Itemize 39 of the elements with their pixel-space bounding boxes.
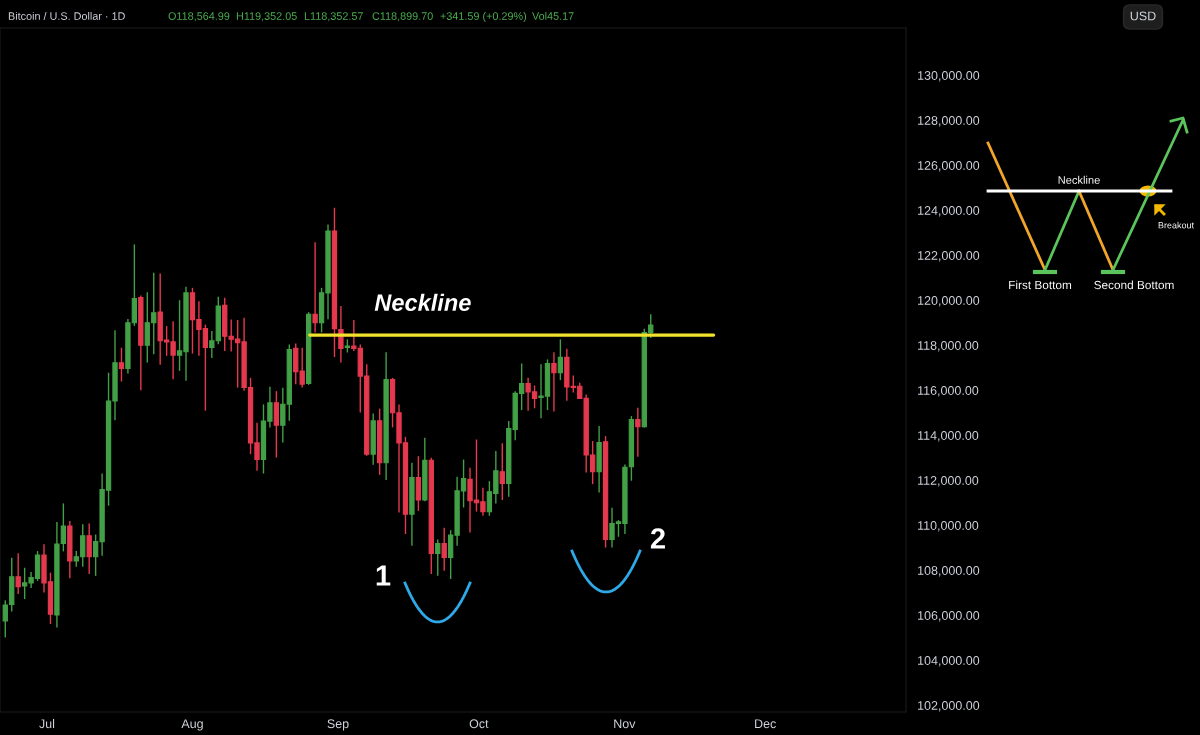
y-tick-label: 118,000.00 [918, 341, 979, 352]
y-tick-label: 122,000.00 [918, 251, 980, 262]
text: USD [1130, 11, 1156, 21]
text: Neckline [1058, 175, 1100, 184]
x-tick-label: Aug [181, 719, 203, 731]
y-tick-label: 130,000.00 [918, 71, 980, 82]
x-tick-label: Dec [755, 719, 776, 729]
x-tick-label: Oct [469, 719, 489, 729]
text: L118,352.57 [304, 12, 363, 22]
y-tick-label: 114,000.00 [918, 431, 979, 442]
y-tick-label: 124,000.00 [918, 206, 980, 217]
y-tick-label: 106,000.00 [918, 611, 980, 622]
text: +341.59 (+0.29%) [440, 11, 527, 23]
candlestick [435, 539, 441, 576]
annotation: 1 [376, 565, 391, 586]
y-tick-label: 116,000.00 [918, 386, 979, 397]
x-tick-label: Nov [614, 719, 636, 729]
text: First Bottom [1009, 280, 1072, 290]
text: Vol45.17 [532, 11, 574, 20]
text: O118,564.99 [168, 12, 230, 22]
text: Second Bottom [1094, 280, 1174, 290]
y-tick-label: 110,000.00 [918, 521, 979, 532]
y-tick-label: 108,000.00 [918, 566, 980, 577]
candlestick [441, 527, 447, 571]
chart-title: Bitcoin / U.S. Dollar · 1D [8, 11, 125, 20]
y-tick-label: 102,000.00 [918, 701, 980, 712]
candlestick [370, 413, 376, 465]
y-tick-label: 126,000.00 [918, 161, 980, 172]
y-tick-label: 104,000.00 [918, 656, 980, 667]
text: Breakout [1158, 221, 1194, 229]
y-tick-label: 128,000.00 [918, 116, 980, 127]
annotation: 2 [650, 528, 665, 549]
text: H119,352.05 [236, 12, 297, 22]
x-tick-label: Sep [327, 719, 349, 731]
y-tick-label: 120,000.00 [918, 296, 980, 307]
text: C118,899.70 [372, 12, 433, 22]
y-tick-label: 112,000.00 [918, 476, 979, 487]
series-label: Neckline [374, 293, 471, 312]
x-tick-label: Jul [39, 718, 55, 729]
